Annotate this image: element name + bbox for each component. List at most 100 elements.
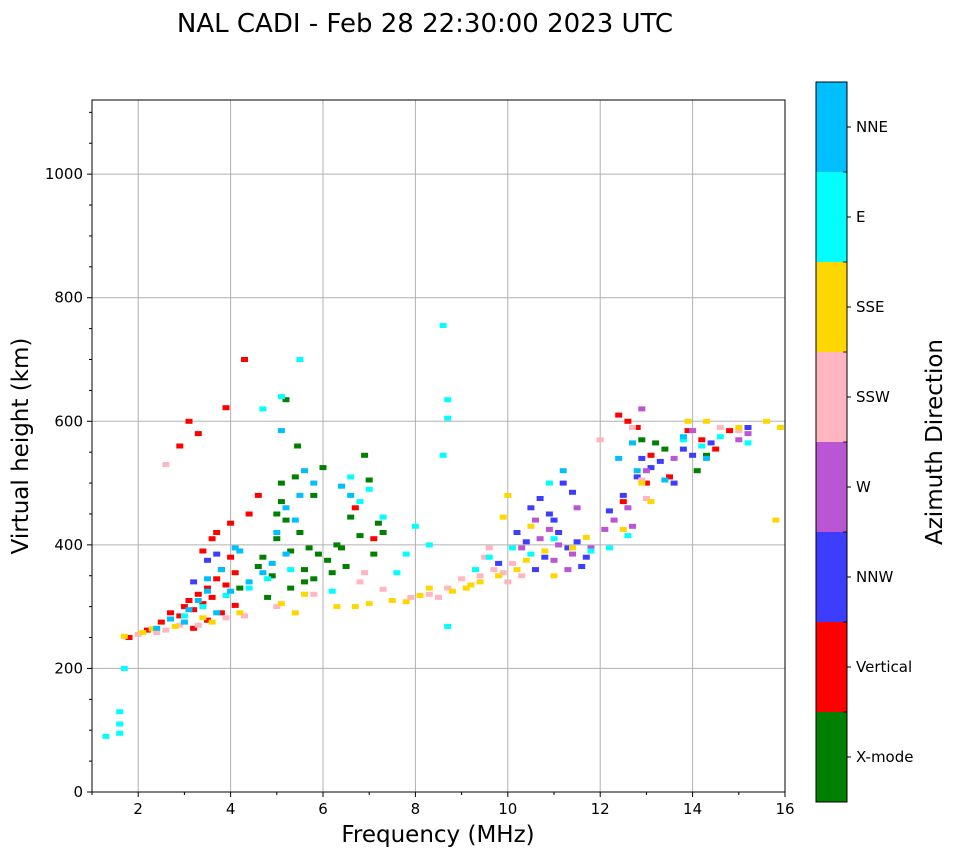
echo-point [222,615,230,621]
echo-point [176,622,184,628]
echo-point [439,452,447,458]
echo-point [416,593,424,598]
echo-point [273,536,281,542]
x-tick-label: 4 [226,800,236,818]
echo-point [633,425,641,430]
echo-point [605,545,613,551]
echo-point [476,573,484,579]
echo-point [374,520,382,526]
echo-point [287,567,295,573]
echo-point [462,585,470,591]
echo-point [624,418,632,424]
echo-point [294,443,302,449]
echo-point [642,468,650,474]
echo-point [716,425,724,430]
echo-point [555,530,563,535]
colorbar-label: E [856,208,865,226]
echo-point [120,633,128,639]
echo-point [661,477,669,483]
echo-point [324,557,332,563]
echo-point [273,511,281,517]
y-tick-label: 400 [54,536,83,554]
echo-point [629,523,636,529]
colorbar-label: SSE [856,298,885,316]
colorbar-swatch [816,532,847,622]
echo-point [328,570,336,576]
echo-point [504,579,512,585]
echo-point [301,567,308,573]
x-tick-label: 14 [683,800,702,818]
echo-point [227,520,235,526]
echo-point [684,418,692,424]
echo-point [619,526,627,532]
echo-point [633,468,641,474]
echo-point [670,480,678,486]
colorbar-swatch [816,442,847,532]
echo-point [194,431,202,437]
echo-point [569,489,576,495]
echo-point [264,594,272,600]
echo-point [707,440,715,446]
echo-point [402,551,410,557]
echo-point [370,536,378,542]
echo-point [347,514,355,520]
echo-point [772,517,780,523]
echo-point [222,405,230,411]
echo-point [726,428,734,434]
echo-point [342,564,350,569]
colorbar-title: Azimuth Direction [922,339,948,545]
colorbar-swatch [816,172,847,262]
echo-point [236,548,244,554]
echo-point [698,443,706,449]
echo-point [116,721,124,727]
x-tick-label: 16 [775,800,794,818]
echo-point [199,601,207,607]
echo-point [176,613,184,619]
echo-point [282,517,290,523]
echo-point [120,665,128,671]
echo-point [273,530,281,535]
echo-point [629,440,636,446]
echo-point [527,551,535,557]
echo-point [185,598,193,603]
echo-point [587,545,595,551]
echo-point [167,616,174,622]
colorbar-label: NNE [856,118,888,136]
echo-point [448,588,456,594]
echo-point [333,542,341,548]
echo-point [610,517,618,523]
echo-point [365,477,373,483]
echo-point [652,440,660,446]
echo-point [351,505,359,511]
echo-point [208,619,216,625]
echo-point [277,601,285,607]
echo-point [735,425,743,430]
echo-point [744,425,752,430]
echo-point [236,585,244,591]
echo-point [351,604,359,610]
echo-point [245,585,253,591]
echo-point [411,523,419,529]
colorbar-frame [815,81,848,803]
echo-point [638,437,646,443]
echo-point [532,567,539,573]
echo-point [564,567,572,573]
echo-point [485,554,493,560]
chart-title: NAL CADI - Feb 28 22:30:00 2023 UTC [177,9,673,39]
echo-point [365,601,373,607]
echo-point [615,412,623,418]
echo-point [541,554,549,560]
echo-point [180,613,188,619]
echo-point [619,492,627,498]
echo-point [615,455,623,461]
echo-point [347,492,355,498]
echo-point [291,517,299,523]
echo-point [153,625,161,631]
echo-point [541,548,549,554]
x-axis: 2 4 6 8 10 12 14 16 [91,792,795,818]
colorbar-label: W [856,478,871,496]
y-tick-label: 1000 [45,165,83,183]
echo-point [518,545,526,551]
echo-point [268,573,276,579]
echo-point [444,585,452,591]
